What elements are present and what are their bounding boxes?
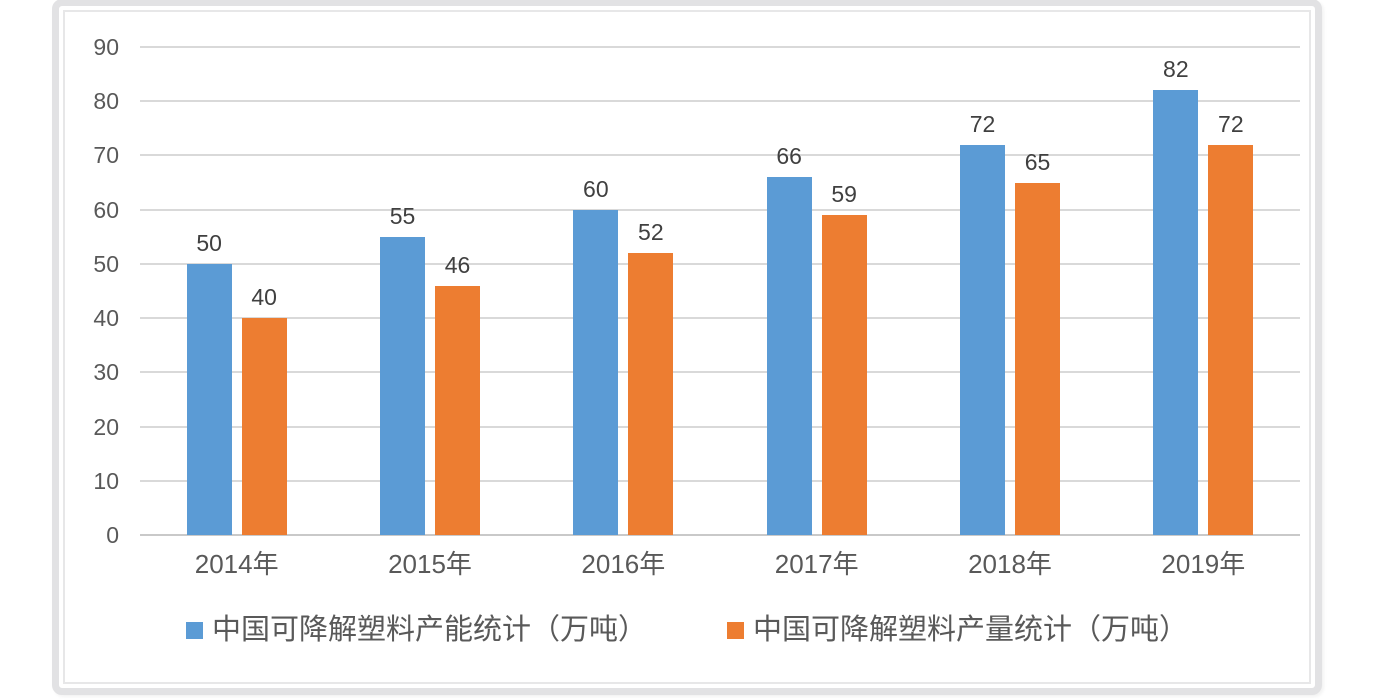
legend-swatch-icon [185,621,203,639]
y-tick-label: 90 [93,34,119,60]
bar-value-label: 65 [1024,148,1051,175]
chart-border: 0 10 20 30 40 50 60 70 80 90 50 40 2014年 55 46 2015年 60 5… [63,10,1311,684]
y-tick-label: 70 [93,142,119,169]
gridline [140,479,1300,482]
chart-area: 0 10 20 30 40 50 60 70 80 90 50 40 2014年 55 46 2015年 60 5… [65,12,1309,682]
x-category-label: 2019年 [1161,549,1246,579]
bar-capacity-2017年 [766,177,812,535]
bar-value-label: 50 [196,229,222,256]
bar-value-label: 52 [638,219,664,246]
x-category-label: 2016年 [581,549,666,579]
y-tick-label: 40 [93,305,119,332]
legend: 中国可降解塑料产能统计（万吨） 中国可降解塑料产量统计（万吨） [65,613,1309,647]
gridline [140,425,1300,428]
gridline [140,46,1300,48]
bar-value-label: 72 [1218,110,1244,137]
gridline [140,100,1300,103]
y-tick-label: 50 [93,250,119,277]
gridline [140,208,1300,211]
bar-output-2014年 [241,318,287,535]
legend-item-output: 中国可降解塑料产量统计（万吨） [727,613,1188,647]
legend-label: 中国可降解塑料产能统计（万吨） [211,614,647,646]
x-category-label: 2018年 [968,549,1052,579]
x-category-label: 2017年 [774,549,859,579]
y-tick-label: 80 [93,88,119,115]
gridline [140,371,1300,374]
gridline [140,262,1300,265]
bar-value-label: 46 [444,251,471,278]
bar-capacity-2019年 [1153,90,1199,535]
gridline [140,154,1300,157]
bar-output-2017年 [821,215,867,535]
bar-capacity-2016年 [573,209,619,535]
x-axis-line [140,534,1300,536]
bar-value-label: 72 [969,110,996,137]
legend-label: 中国可降解塑料产量统计（万吨） [753,614,1189,646]
bar-capacity-2014年 [186,263,232,535]
bar-value-label: 82 [1163,56,1189,83]
bar-value-label: 55 [389,202,416,229]
legend-item-capacity: 中国可降解塑料产能统计（万吨） [185,613,647,647]
bar-value-label: 66 [776,143,802,170]
x-category-label: 2014年 [194,549,279,579]
y-tick-label: 60 [93,196,119,223]
bar-capacity-2018年 [960,144,1005,535]
chart-frame: 0 10 20 30 40 50 60 70 80 90 50 40 2014年 55 46 2015年 60 5… [52,0,1322,695]
legend-swatch-icon [727,621,744,639]
y-tick-label: 10 [93,467,119,494]
bar-output-2015年 [435,285,480,535]
bar-value-label: 59 [831,181,857,208]
bar-output-2019年 [1208,144,1254,535]
gridline [140,317,1300,320]
y-tick-label: 0 [106,522,119,548]
bar-output-2018年 [1015,182,1060,535]
bar-capacity-2015年 [380,236,425,535]
bar-value-label: 40 [251,284,277,311]
y-tick-label: 20 [93,413,119,440]
y-tick-label: 30 [93,359,119,386]
x-category-label: 2015年 [388,549,472,579]
bar-value-label: 60 [583,175,609,202]
bar-output-2016年 [628,253,674,535]
